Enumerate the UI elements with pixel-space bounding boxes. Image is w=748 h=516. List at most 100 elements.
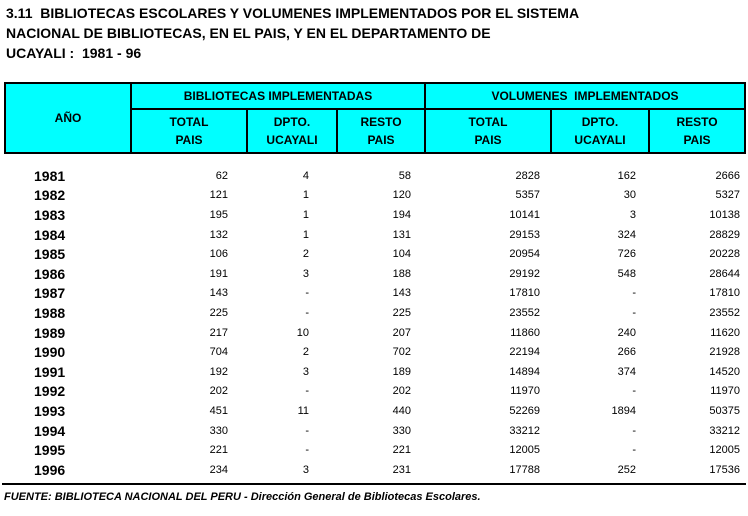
year-cell: 1994 — [34, 422, 66, 439]
value-cell: 12005 — [509, 444, 540, 457]
value-cell: 131 — [392, 228, 411, 241]
value-cell: 191 — [209, 267, 228, 280]
value-cell: 2828 — [515, 169, 540, 182]
value-cell: 162 — [617, 169, 636, 182]
value-cell: 12005 — [709, 444, 740, 457]
value-cell: - — [305, 444, 309, 457]
value-cell: 202 — [392, 385, 411, 398]
year-cell: 1985 — [34, 246, 66, 263]
year-cell: 1989 — [34, 324, 66, 341]
value-cell: 1894 — [611, 404, 636, 417]
value-cell: 17788 — [509, 463, 540, 476]
value-cell: 330 — [209, 424, 228, 437]
value-cell: 2 — [302, 248, 309, 261]
table-row: 1985 106 2 104 20954 726 20228 — [4, 244, 744, 264]
title-line-2: NACIONAL DE BIBLIOTECAS, EN EL PAIS, Y E… — [6, 25, 491, 41]
column-group-bibliotecas: BIBLIOTECAS IMPLEMENTADAS — [130, 82, 426, 110]
value-cell: 1 — [302, 228, 309, 241]
value-cell: 58 — [398, 169, 411, 182]
value-cell: 20228 — [709, 248, 740, 261]
value-cell: 3 — [302, 365, 309, 378]
value-cell: 548 — [617, 267, 636, 280]
value-cell: 23552 — [709, 306, 740, 319]
value-cell: 10 — [296, 326, 309, 339]
table-row: 1983 195 1 194 10141 3 10138 — [4, 205, 744, 225]
value-cell: 225 — [209, 306, 228, 319]
table-row: 1992 202 - 202 11970 - 11970 — [4, 382, 744, 402]
value-cell: - — [632, 287, 636, 300]
value-cell: 11970 — [710, 385, 740, 398]
value-cell: 188 — [392, 267, 411, 280]
table-row: 1994 330 - 330 33212 - 33212 — [4, 421, 744, 441]
value-cell: 28829 — [709, 228, 740, 241]
value-cell: 231 — [392, 463, 411, 476]
column-header-vol-dpto-ucayali: DPTO. UCAYALI — [550, 108, 650, 154]
year-cell: 1982 — [34, 187, 66, 204]
header-group-row: AÑO BIBLIOTECAS IMPLEMENTADAS VOLUMENES … — [4, 82, 746, 154]
footer-divider — [2, 483, 746, 485]
title-line-1: 3.11 BIBLIOTECAS ESCOLARES Y VOLUMENES I… — [6, 5, 580, 21]
table-row: 1995 221 - 221 12005 - 12005 — [4, 440, 744, 460]
year-cell: 1984 — [34, 226, 66, 243]
value-cell: 374 — [617, 365, 636, 378]
value-cell: 120 — [392, 189, 411, 202]
value-cell: 330 — [392, 424, 411, 437]
value-cell: 104 — [392, 248, 411, 261]
year-cell: 1986 — [34, 265, 66, 282]
column-header-year: AÑO — [4, 82, 132, 154]
value-cell: 132 — [209, 228, 228, 241]
value-cell: 2666 — [715, 169, 740, 182]
value-cell: 1 — [302, 208, 309, 221]
value-cell: - — [305, 385, 309, 398]
value-cell: 234 — [209, 463, 228, 476]
value-cell: 192 — [209, 365, 228, 378]
column-header-bib-resto-pais: RESTO PAIS — [336, 108, 426, 154]
value-cell: 30 — [623, 189, 636, 202]
year-cell: 1993 — [34, 402, 66, 419]
value-cell: - — [305, 287, 309, 300]
value-cell: - — [632, 444, 636, 457]
page-title: 3.11 BIBLIOTECAS ESCOLARES Y VOLUMENES I… — [6, 3, 579, 63]
value-cell: 195 — [209, 208, 228, 221]
value-cell: 10141 — [509, 208, 540, 221]
table-body: 1981 62 4 58 2828 162 2666 1982 121 1 120 5357 30 532… — [4, 166, 744, 480]
value-cell: 28644 — [709, 267, 740, 280]
value-cell: - — [632, 306, 636, 319]
table-row: 1982 121 1 120 5357 30 5327 — [4, 186, 744, 206]
value-cell: 202 — [209, 385, 228, 398]
column-group-volumenes: VOLUMENES IMPLEMENTADOS — [424, 82, 746, 110]
table-row: 1989 217 10 207 11860 240 11620 — [4, 323, 744, 343]
value-cell: 3 — [302, 463, 309, 476]
column-header-vol-total-pais: TOTAL PAIS — [424, 108, 552, 154]
value-cell: 5357 — [515, 189, 540, 202]
value-cell: - — [632, 424, 636, 437]
value-cell: 50375 — [709, 404, 740, 417]
value-cell: 10138 — [709, 208, 740, 221]
value-cell: 143 — [392, 287, 411, 300]
value-cell: - — [305, 424, 309, 437]
value-cell: 3 — [302, 267, 309, 280]
value-cell: 106 — [209, 248, 228, 261]
year-cell: 1988 — [34, 304, 66, 321]
table-row: 1984 132 1 131 29153 324 28829 — [4, 225, 744, 245]
value-cell: 4 — [302, 169, 309, 182]
value-cell: - — [632, 385, 636, 398]
table-row: 1990 704 2 702 22194 266 21928 — [4, 342, 744, 362]
value-cell: 217 — [209, 326, 228, 339]
value-cell: - — [305, 306, 309, 319]
value-cell: 704 — [209, 346, 228, 359]
value-cell: 11860 — [510, 326, 540, 339]
value-cell: 702 — [392, 346, 411, 359]
value-cell: 207 — [392, 326, 411, 339]
value-cell: 252 — [617, 463, 636, 476]
value-cell: 29192 — [509, 267, 540, 280]
value-cell: 22194 — [509, 346, 540, 359]
column-header-bib-total-pais: TOTAL PAIS — [130, 108, 248, 154]
value-cell: 143 — [209, 287, 228, 300]
value-cell: 221 — [392, 444, 411, 457]
year-cell: 1992 — [34, 383, 66, 400]
value-cell: 1 — [302, 189, 309, 202]
table-row: 1981 62 4 58 2828 162 2666 — [4, 166, 744, 186]
header-sub-row: TOTAL PAIS DPTO. UCAYALI RESTO PAIS TOTA… — [5, 108, 746, 154]
